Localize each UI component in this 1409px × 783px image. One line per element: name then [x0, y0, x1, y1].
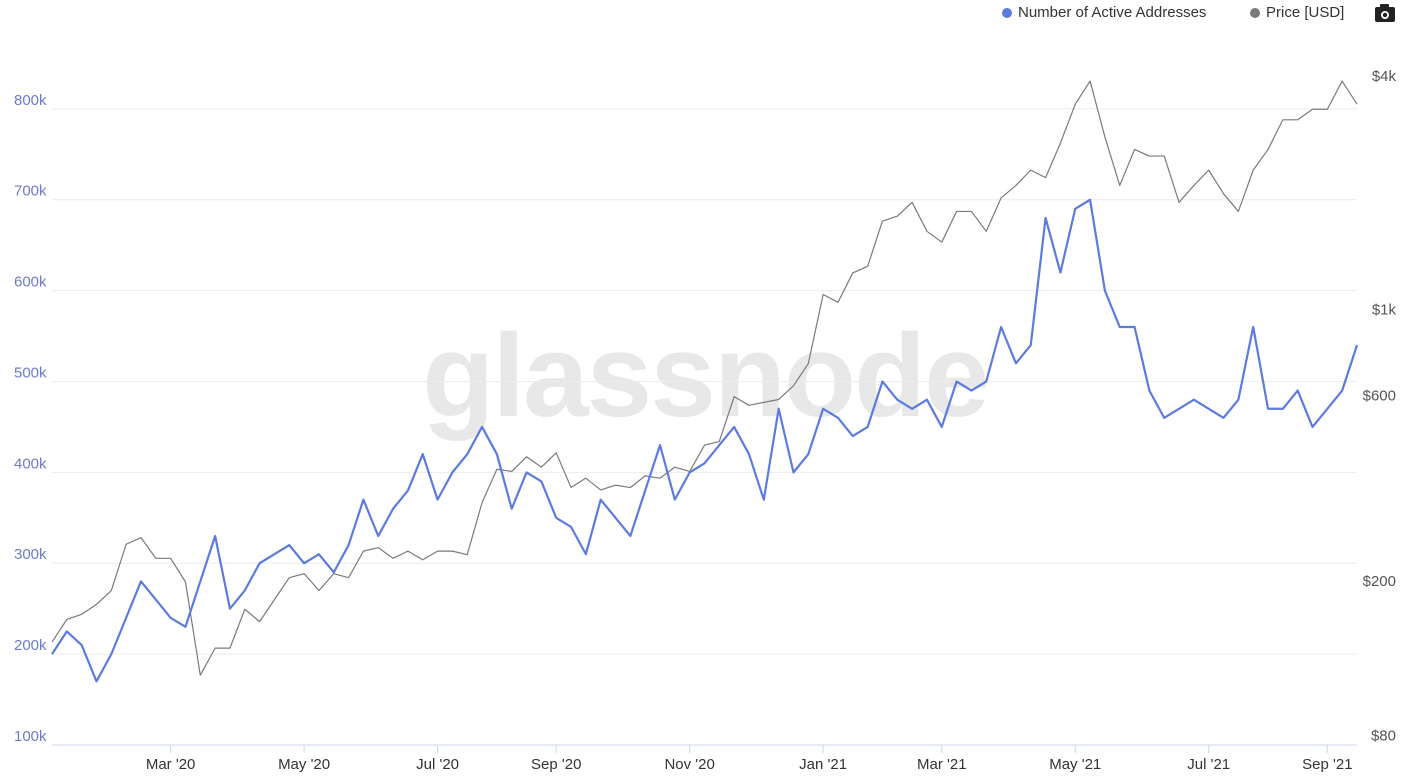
- x-tick-label: Sep '21: [1302, 756, 1352, 773]
- legend-label[interactable]: Price [USD]: [1266, 4, 1344, 21]
- x-tick-label: Jul '20: [416, 756, 459, 773]
- x-tick-label: Jan '21: [799, 756, 847, 773]
- series-line: [51, 198, 1359, 683]
- legend-item[interactable]: Price [USD]: [1250, 4, 1344, 21]
- y-tick-label: 400k: [14, 455, 47, 472]
- camera-icon[interactable]: [1375, 4, 1395, 22]
- camera-top[interactable]: [1380, 4, 1389, 8]
- x-tick-label: Sep '20: [531, 756, 581, 773]
- y-tick-label: 700k: [14, 183, 47, 200]
- x-tick-label: Mar '21: [917, 756, 967, 773]
- x-tick-label: Jul '21: [1187, 756, 1230, 773]
- legend-label[interactable]: Number of Active Addresses: [1018, 4, 1206, 21]
- y2-tick-label: $80: [1371, 727, 1396, 744]
- y2-tick-label: $600: [1363, 388, 1396, 405]
- y-tick-label: 100k: [14, 728, 47, 745]
- y2-tick-label: $4k: [1372, 68, 1397, 85]
- legend-item[interactable]: Number of Active Addresses: [1002, 4, 1206, 21]
- y-tick-label: 500k: [14, 364, 47, 381]
- x-tick-label: Nov '20: [664, 756, 714, 773]
- y2-tick-label: $1k: [1372, 302, 1397, 319]
- y-tick-label: 200k: [14, 637, 47, 654]
- camera-lens-inner[interactable]: [1382, 12, 1388, 18]
- y-tick-label: 800k: [14, 92, 47, 109]
- legend-marker[interactable]: [1250, 8, 1260, 18]
- series-line: [51, 80, 1358, 676]
- watermark: glassnode: [422, 310, 988, 442]
- y-tick-label: 600k: [14, 274, 47, 291]
- x-tick-label: May '20: [278, 756, 330, 773]
- y2-tick-label: $200: [1363, 573, 1396, 590]
- x-tick-label: May '21: [1049, 756, 1101, 773]
- y-tick-label: 300k: [14, 546, 47, 563]
- legend-marker[interactable]: [1002, 8, 1012, 18]
- x-tick-label: Mar '20: [146, 756, 196, 773]
